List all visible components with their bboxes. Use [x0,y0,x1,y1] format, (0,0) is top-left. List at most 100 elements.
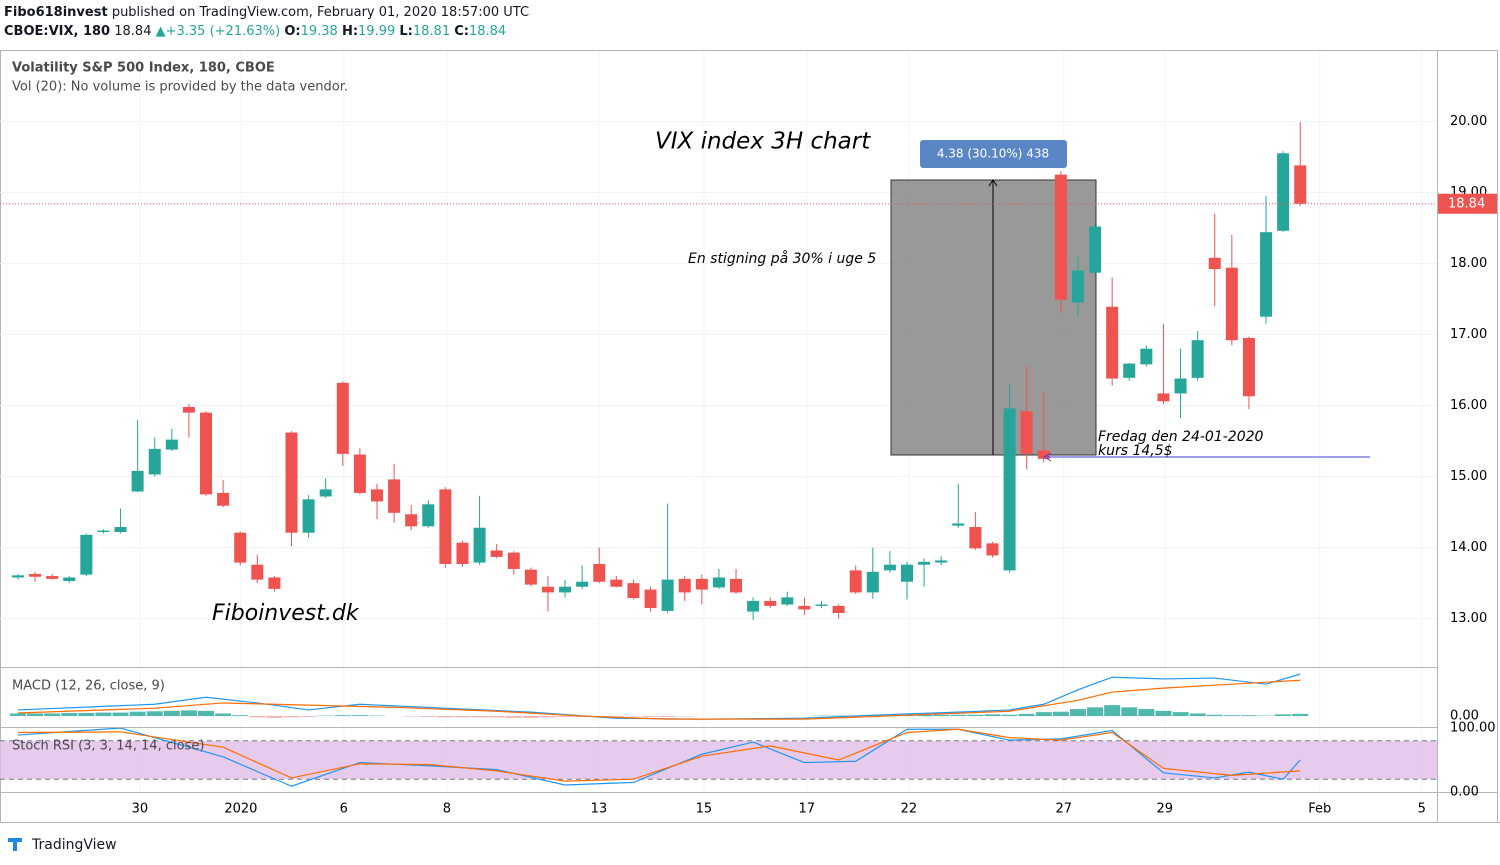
macd-histogram [420,716,437,717]
macd-histogram [1121,707,1138,717]
macd-histogram [1155,710,1172,717]
measure-arrowhead [988,179,998,187]
candle-body [97,530,110,533]
macd-histogram [488,716,505,718]
candle-body [730,578,743,593]
pointer-head [1042,452,1052,462]
publish-line: Fibo618invest published on TradingView.c… [4,5,529,20]
y-tick-label: 100.00 [1450,721,1496,736]
candle-body [1140,348,1153,365]
candle-body [524,569,537,585]
x-tick-label: 30 [132,802,149,817]
x-tick-label: 13 [591,802,608,817]
y-tick-label: 16.00 [1450,398,1487,413]
candle-body [661,579,674,611]
macd-histogram [1292,713,1309,717]
candle-body [815,604,828,606]
legend-macd: MACD (12, 26, close, 9) [12,679,165,694]
candle-body [80,534,93,575]
band-fill [0,740,1437,780]
l-value: 18.81 [412,24,451,39]
macd-histogram [454,716,471,718]
logo [8,838,22,851]
x-tick-label: 27 [1055,802,1072,817]
macd-histogram [471,716,488,718]
candle-body [798,605,811,610]
symbol-line: CBOE:VIX, 180 18.84 ▲+3.35 (+21.63%) O:1… [4,24,506,39]
macd-histogram [1087,707,1104,717]
o-label: O: [284,24,301,39]
legend-stoch: Stoch RSI (3, 3, 14, 14, close) [12,739,204,754]
macd-histogram [9,713,26,717]
candle-body [1054,174,1067,300]
candle-body [764,600,777,606]
candle-body [986,543,999,556]
y-tick-label: 14.00 [1450,540,1487,555]
candle-body [148,448,161,475]
macd-histogram [266,716,283,718]
macd-histogram [232,715,249,717]
macd-histogram [1035,712,1052,717]
y-tick-label: 15.00 [1450,469,1487,484]
macd-histogram [642,716,659,717]
indicator-line [17,679,1301,720]
candle-body [439,489,452,564]
macd-histogram [1189,713,1206,717]
macd-histogram [1052,711,1069,717]
symbol: CBOE:VIX, 180 [4,24,111,39]
macd-histogram [27,713,44,717]
candle-body [1277,153,1290,231]
candle-body [1071,270,1084,303]
candle-body [1174,378,1187,394]
x-tick-label: 29 [1157,802,1174,817]
candle-body [388,479,401,513]
y-tick-label: 17.00 [1450,327,1487,342]
candle-body [319,489,332,497]
macd-histogram [916,714,933,717]
candle-body [1089,226,1102,273]
h-value: 19.99 [358,24,396,39]
candle-body [1208,257,1221,270]
candle-body [405,514,418,527]
candle-body [217,492,230,506]
candle-body [422,504,435,527]
candle-body [678,578,691,593]
candle-body [969,527,982,549]
candle-body [285,432,298,533]
candle-body [1003,408,1016,571]
candle-body [935,560,948,563]
macd-histogram [967,714,984,717]
annotation-title: VIX index 3H chart [655,129,871,155]
macd-histogram [933,714,950,717]
indicator-line [17,673,1301,720]
candle-body [1191,340,1204,378]
measure-label: 4.38 (30.10%) 438 [937,147,1049,161]
macd-histogram [1206,714,1223,717]
macd-histogram [1069,709,1086,717]
change: +3.35 (+21.63%) [165,24,281,39]
x-tick-label: 15 [696,802,713,817]
macd-histogram [539,716,556,718]
x-tick-label: 6 [340,802,348,817]
macd-histogram [505,716,522,718]
frame [0,50,1498,823]
macd-histogram [78,713,95,717]
macd-histogram [522,716,539,718]
candle-body [251,564,264,580]
candle-body [1123,363,1136,378]
macd-histogram [1240,715,1257,717]
candle-body [29,573,42,577]
candle-body [576,581,589,587]
h-label: H: [341,24,359,39]
candle-body [541,586,554,593]
legend-vol: Vol (20): No volume is provided by the d… [12,80,348,95]
price-label: 18.84 [1448,196,1485,211]
l-label: L: [399,24,413,39]
last: 18.84 [114,24,152,39]
macd-histogram [950,714,967,717]
candle-body [559,586,572,593]
measure-label-box [920,140,1067,168]
macd-histogram [300,716,317,717]
macd-histogram [1104,705,1121,717]
candle-body [1106,306,1119,379]
